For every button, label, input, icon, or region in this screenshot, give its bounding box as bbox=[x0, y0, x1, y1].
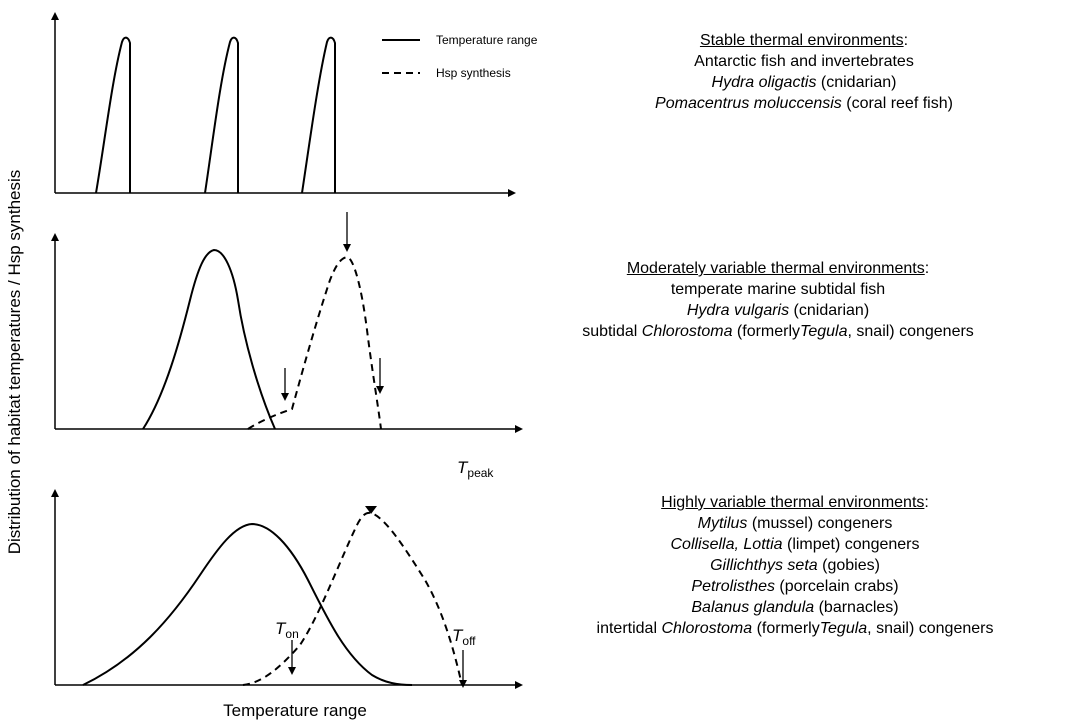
text-segment: Antarctic fish and invertebrates bbox=[694, 53, 914, 70]
moderate-line-3: subtidal Chlorostoma (formerlyTegula, sn… bbox=[498, 321, 1058, 342]
text-segment: Chlorostoma bbox=[661, 620, 753, 637]
moderate-hsp-curve bbox=[247, 255, 382, 430]
high-line-1: Mytilus (mussel) congeners bbox=[525, 513, 1065, 534]
high-heading-colon: : bbox=[924, 494, 929, 511]
stable-peak-1 bbox=[95, 36, 131, 194]
t-off-label: Toff bbox=[452, 626, 476, 648]
high-peak-marker bbox=[365, 506, 377, 514]
legend-solid-label: Temperature range bbox=[436, 33, 538, 47]
text-segment: Tegula bbox=[819, 620, 868, 637]
stable-peak-2 bbox=[204, 36, 239, 194]
t-on-sub: on bbox=[285, 627, 298, 641]
text-segment: Collisella, Lottia bbox=[670, 536, 783, 553]
text-segment: subtidal bbox=[582, 323, 642, 340]
t-off-sub: off bbox=[462, 634, 476, 648]
t-peak-main: T bbox=[457, 458, 469, 477]
stable-environments-description: Stable thermal environments: Antarctic f… bbox=[614, 30, 994, 114]
text-segment: Hydra oligactis bbox=[711, 74, 817, 91]
text-segment: (limpet) congeners bbox=[782, 536, 920, 553]
y-axis-label: Distribution of habitat temperatures / H… bbox=[5, 170, 24, 555]
text-segment: Petrolisthes bbox=[691, 578, 775, 595]
t-on-main: T bbox=[275, 619, 287, 638]
moderate-environments-description: Moderately variable thermal environments… bbox=[498, 258, 1058, 342]
high-line-2: Collisella, Lottia (limpet) congeners bbox=[525, 534, 1065, 555]
t-off-main: T bbox=[452, 626, 464, 645]
moderate-heading: Moderately variable thermal environments bbox=[626, 260, 925, 277]
text-segment: Hydra vulgaris bbox=[686, 302, 790, 319]
high-heading: Highly variable thermal environments bbox=[661, 494, 925, 511]
text-segment: Chlorostoma bbox=[641, 323, 733, 340]
text-segment: (cnidarian) bbox=[816, 74, 897, 91]
high-line-3: Gillichthys seta (gobies) bbox=[525, 555, 1065, 576]
text-segment: (cnidarian) bbox=[789, 302, 870, 319]
text-segment: (mussel) congeners bbox=[747, 515, 893, 532]
text-segment: Gillichthys seta bbox=[710, 557, 818, 574]
high-environments-description: Highly variable thermal environments: My… bbox=[525, 492, 1065, 639]
text-segment: Tegula bbox=[800, 323, 848, 340]
stable-heading: Stable thermal environments bbox=[699, 32, 904, 49]
panel-high-chart bbox=[51, 489, 523, 689]
high-line-4: Petrolisthes (porcelain crabs) bbox=[525, 576, 1065, 597]
text-segment: Pomacentrus moluccensis bbox=[655, 95, 842, 112]
text-segment: (gobies) bbox=[817, 557, 880, 574]
text-segment: (porcelain crabs) bbox=[774, 578, 899, 595]
t-on-label: Ton bbox=[275, 619, 299, 641]
t-peak-sub: peak bbox=[467, 466, 494, 480]
high-temperature-curve bbox=[82, 522, 413, 686]
text-segment: (formerly bbox=[752, 620, 820, 637]
legend: Temperature range Hsp synthesis bbox=[382, 33, 538, 80]
t-peak-label: Tpeak bbox=[457, 458, 494, 480]
text-segment: intertidal bbox=[596, 620, 662, 637]
panel-moderate-chart bbox=[51, 212, 523, 433]
stable-line-2: Hydra oligactis (cnidarian) bbox=[614, 72, 994, 93]
stable-peak-3 bbox=[301, 36, 336, 194]
stable-line-1: Antarctic fish and invertebrates bbox=[614, 51, 994, 72]
text-segment: Mytilus bbox=[697, 515, 748, 532]
text-segment: (barnacles) bbox=[814, 599, 899, 616]
legend-dashed-label: Hsp synthesis bbox=[436, 66, 511, 80]
text-segment: temperate marine subtidal fish bbox=[670, 281, 886, 298]
panel-stable-chart bbox=[51, 12, 516, 197]
moderate-line-1: temperate marine subtidal fish bbox=[498, 279, 1058, 300]
moderate-line-2: Hydra vulgaris (cnidarian) bbox=[498, 300, 1058, 321]
text-segment: (coral reef fish) bbox=[841, 95, 953, 112]
text-segment: , snail) congeners bbox=[847, 323, 974, 340]
high-line-6: intertidal Chlorostoma (formerlyTegula, … bbox=[525, 618, 1065, 639]
stable-heading-colon: : bbox=[903, 32, 909, 49]
moderate-temperature-curve bbox=[142, 248, 276, 430]
text-segment: Balanus glandula bbox=[691, 599, 815, 616]
text-segment: (formerly bbox=[732, 323, 801, 340]
x-axis-label: Temperature range bbox=[223, 701, 367, 720]
stable-line-3: Pomacentrus moluccensis (coral reef fish… bbox=[614, 93, 994, 114]
high-hsp-curve bbox=[242, 511, 463, 686]
text-segment: , snail) congeners bbox=[867, 620, 994, 637]
high-line-5: Balanus glandula (barnacles) bbox=[525, 597, 1065, 618]
moderate-heading-colon: : bbox=[924, 260, 930, 277]
